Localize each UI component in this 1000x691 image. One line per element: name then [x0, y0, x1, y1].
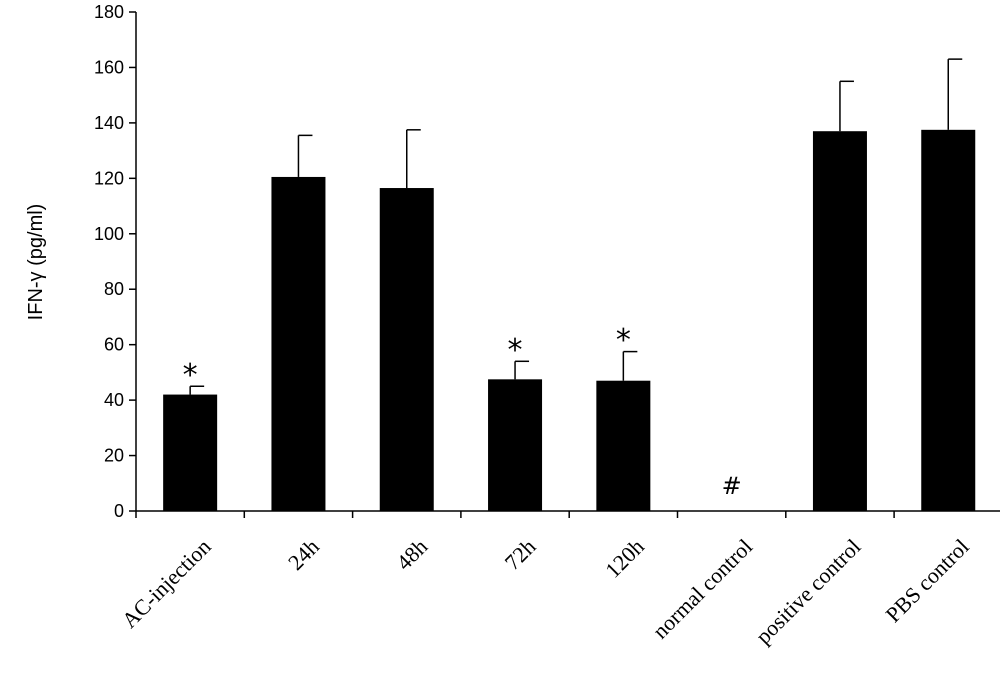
significance-asterisk: *	[616, 323, 631, 358]
bar	[812, 131, 867, 511]
x-tick-label: 120h	[600, 534, 649, 583]
bar	[379, 188, 434, 511]
bar	[271, 176, 326, 512]
bars	[163, 129, 976, 512]
bar	[163, 394, 218, 511]
bar	[488, 379, 543, 511]
y-tick-label: 20	[104, 446, 124, 466]
significance-asterisk: *	[508, 333, 523, 368]
significance-hash: #	[722, 472, 742, 500]
y-tick-label: 160	[94, 57, 124, 77]
bar	[596, 380, 651, 511]
x-tick-label: 24h	[283, 534, 324, 575]
x-tick-label: 48h	[391, 534, 432, 575]
significance-annotations: * * * #	[183, 323, 742, 500]
y-tick-label: 80	[104, 279, 124, 299]
x-tick-label: normal control	[647, 534, 757, 644]
x-tick-label: positive control	[751, 534, 866, 649]
significance-asterisk: *	[183, 358, 198, 393]
y-tick-label: 60	[104, 335, 124, 355]
x-tick-label: PBS control	[880, 534, 973, 627]
error-bars	[189, 58, 963, 395]
bar	[921, 129, 976, 511]
x-tick-label: AC-injection	[117, 534, 216, 633]
y-axis-label: IFN-γ (pg/ml)	[25, 204, 47, 321]
y-tick-label: 100	[94, 224, 124, 244]
y-tick-label: 120	[94, 168, 124, 188]
y-tick-label: 180	[94, 2, 124, 22]
x-tick-label: 72h	[500, 534, 541, 575]
y-tick-label: 140	[94, 113, 124, 133]
y-tick-label: 0	[114, 501, 124, 521]
y-tick-label: 40	[104, 390, 124, 410]
